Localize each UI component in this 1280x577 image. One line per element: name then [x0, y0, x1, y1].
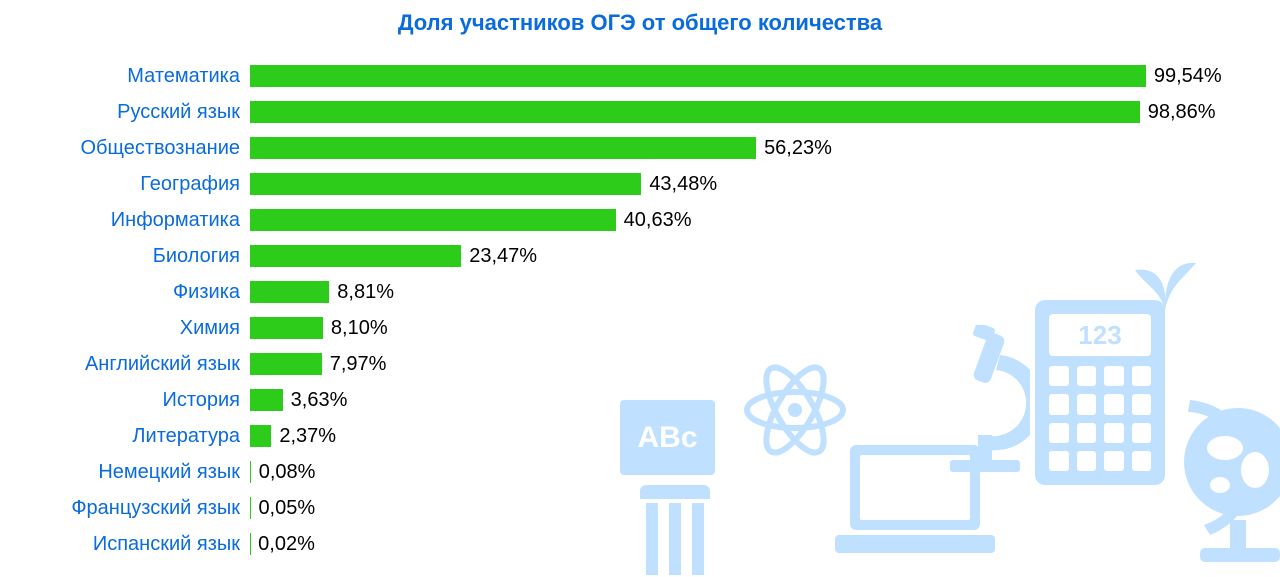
category-label: Испанский язык: [0, 526, 250, 562]
bar: [250, 173, 641, 195]
category-label: Литература: [0, 418, 250, 454]
value-label: 99,54%: [1154, 58, 1222, 94]
bar: [250, 65, 1146, 87]
category-label: Биология: [0, 238, 250, 274]
category-label: Немецкий язык: [0, 454, 250, 490]
value-label: 40,63%: [624, 202, 692, 238]
value-label: 23,47%: [469, 238, 537, 274]
category-label: Химия: [0, 310, 250, 346]
bar: [250, 461, 251, 483]
bar-track: [250, 425, 1150, 447]
bar-row: История 3,63%: [0, 382, 1280, 418]
category-label: Французский язык: [0, 490, 250, 526]
bar-track: [250, 497, 1150, 519]
bar-track: [250, 101, 1150, 123]
value-label: 3,63%: [291, 382, 348, 418]
bar: [250, 245, 461, 267]
bar: [250, 209, 616, 231]
category-label: География: [0, 166, 250, 202]
bar-row: Французский язык0,05%: [0, 490, 1280, 526]
bar-row: Информатика 40,63%: [0, 202, 1280, 238]
category-label: Математика: [0, 58, 250, 94]
category-label: Английский язык: [0, 346, 250, 382]
bar-row: География 43,48%: [0, 166, 1280, 202]
bar: [250, 389, 283, 411]
bar-track: [250, 245, 1150, 267]
category-label: История: [0, 382, 250, 418]
category-label: Информатика: [0, 202, 250, 238]
bar-row: Русский язык 98,86%: [0, 94, 1280, 130]
bar-track: [250, 389, 1150, 411]
bar: [250, 137, 756, 159]
bar: [250, 281, 329, 303]
bar-track: [250, 137, 1150, 159]
value-label: 98,86%: [1148, 94, 1216, 130]
bar-row: Биология 23,47%: [0, 238, 1280, 274]
bar-track: [250, 65, 1150, 87]
page: { "chart": { "type": "horizontal-bar", "…: [0, 0, 1280, 577]
category-label: Русский язык: [0, 94, 250, 130]
bar: [250, 101, 1140, 123]
bar-row: Испанский язык0,02%: [0, 526, 1280, 562]
bar: [250, 425, 271, 447]
value-label: 56,23%: [764, 130, 832, 166]
bar-track: [250, 533, 1150, 555]
value-label: 0,08%: [259, 454, 316, 490]
bar-row: Физика 8,81%: [0, 274, 1280, 310]
bar-chart: Математика99,54%Русский язык98,86%Общест…: [0, 58, 1280, 562]
value-label: 8,81%: [337, 274, 394, 310]
bar-track: [250, 209, 1150, 231]
bar-row: Обществознание 56,23%: [0, 130, 1280, 166]
category-label: Физика: [0, 274, 250, 310]
bar-row: Химия 8,10%: [0, 310, 1280, 346]
bar: [250, 317, 323, 339]
value-label: 0,05%: [258, 490, 315, 526]
bar-row: Литература 2,37%: [0, 418, 1280, 454]
bar-row: Математика 99,54%: [0, 58, 1280, 94]
value-label: 43,48%: [649, 166, 717, 202]
value-label: 8,10%: [331, 310, 388, 346]
value-label: 0,02%: [258, 526, 315, 562]
chart-title: Доля участников ОГЭ от общего количества: [0, 10, 1280, 36]
value-label: 7,97%: [330, 346, 387, 382]
bar: [250, 353, 322, 375]
category-label: Обществознание: [0, 130, 250, 166]
value-label: 2,37%: [279, 418, 336, 454]
bar-row: Английский язык 7,97%: [0, 346, 1280, 382]
bar-row: Немецкий язык0,08%: [0, 454, 1280, 490]
bar-track: [250, 461, 1150, 483]
